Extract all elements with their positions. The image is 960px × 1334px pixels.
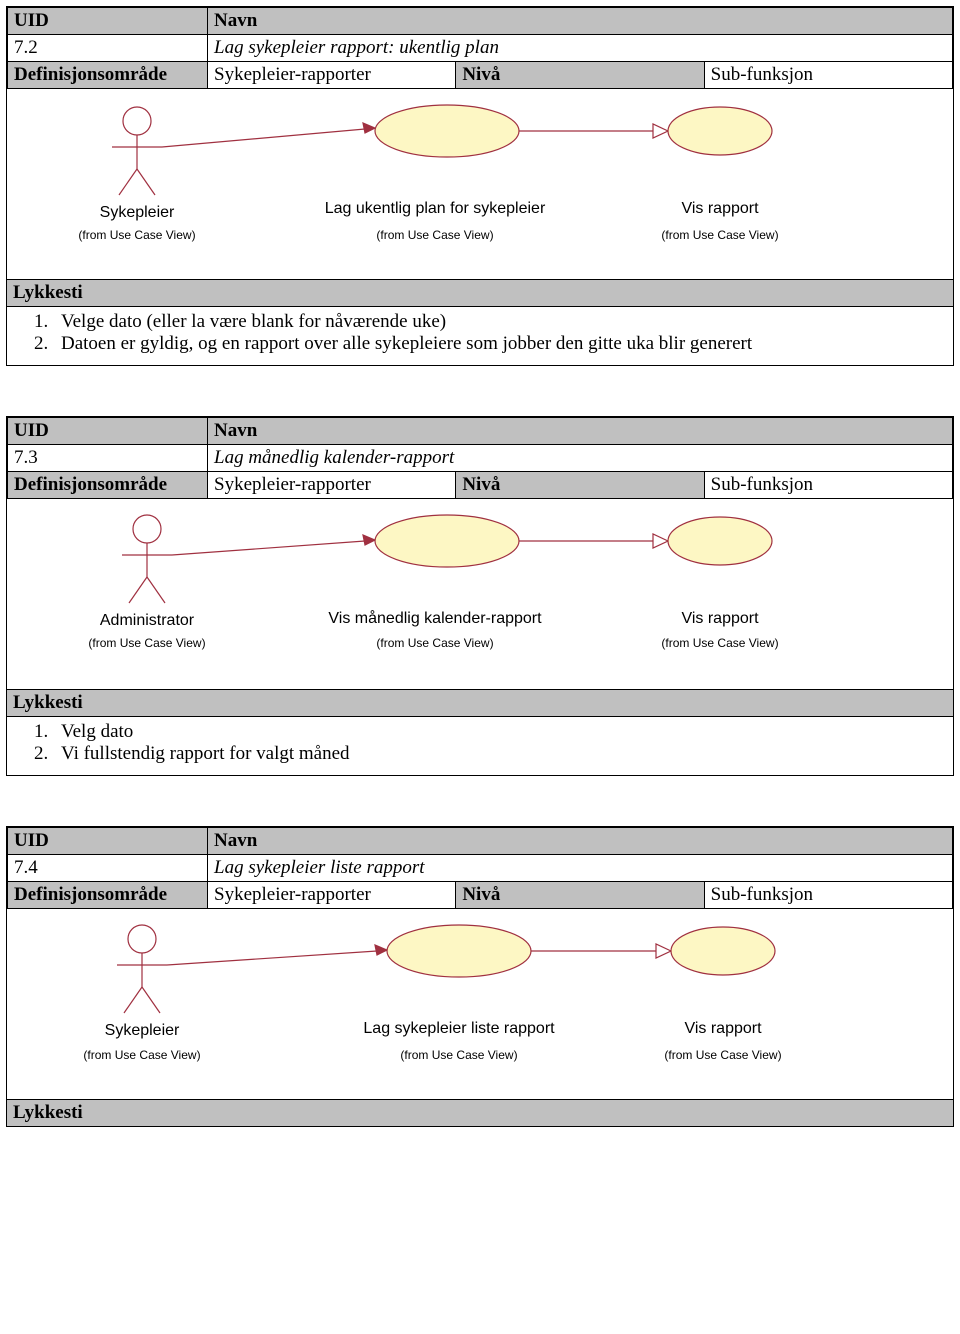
uc1-label: Vis månedlig kalender-rapport — [328, 609, 542, 627]
usecase-ellipse-2 — [671, 927, 775, 975]
uc1-label: Lag ukentlig plan for sykepleier — [325, 200, 546, 217]
navn-label: Navn — [208, 828, 953, 855]
usecase-ellipse-2 — [668, 107, 772, 155]
connector-line — [167, 951, 377, 965]
uc1-from: (from Use Case View) — [376, 636, 493, 650]
usecase-block-7-2: UID Navn 7.2 Lag sykepleier rapport: uke… — [6, 6, 954, 366]
uc1-from: (from Use Case View) — [400, 1048, 517, 1062]
usecase-ellipse-1 — [387, 925, 531, 977]
uid-value: 7.4 — [8, 855, 208, 882]
uid-label: UID — [8, 828, 208, 855]
actor-label: Sykepleier — [100, 204, 175, 221]
uc2-label: Vis rapport — [681, 200, 759, 217]
usecase-ellipse-1 — [375, 515, 519, 567]
lykkesti-step: Velge dato (eller la være blank for nåvæ… — [53, 311, 943, 333]
actor-icon — [112, 107, 162, 195]
diagram-area: Administrator (from Use Case View) Vis m… — [7, 499, 953, 689]
uc2-from: (from Use Case View) — [661, 228, 778, 242]
lykkesti-step: Datoen er gyldig, og en rapport over all… — [53, 333, 943, 355]
navn-label: Navn — [208, 418, 953, 445]
niv-label: Nivå — [456, 472, 704, 499]
lykkesti-header: Lykkesti — [7, 279, 953, 307]
uc2-from: (from Use Case View) — [664, 1048, 781, 1062]
lykkesti-header: Lykkesti — [7, 1099, 953, 1126]
uc1-from: (from Use Case View) — [376, 228, 493, 242]
uc2-label: Vis rapport — [684, 1020, 762, 1037]
title-value: Lag sykepleier liste rapport — [208, 855, 953, 882]
lykkesti-body: Velge dato (eller la være blank for nåvæ… — [7, 307, 953, 365]
uid-label: UID — [8, 8, 208, 35]
actor-from: (from Use Case View) — [78, 228, 195, 242]
usecase-block-7-4: UID Navn 7.4 Lag sykepleier liste rappor… — [6, 826, 954, 1127]
uid-label: UID — [8, 418, 208, 445]
lykkesti-step: Vi fullstendig rapport for valgt måned — [53, 743, 943, 765]
connector-line — [162, 129, 365, 147]
lykkesti-body: Velg dato Vi fullstendig rapport for val… — [7, 717, 953, 775]
usecase-ellipse-1 — [375, 105, 519, 157]
diagram-area: Sykepleier (from Use Case View) Lag syke… — [7, 909, 953, 1099]
arrow-open-icon — [656, 944, 671, 958]
usecase-block-7-3: UID Navn 7.3 Lag månedlig kalender-rappo… — [6, 416, 954, 776]
usecase-diagram: Sykepleier (from Use Case View) Lag syke… — [7, 909, 953, 1099]
arrow-closed-icon — [363, 535, 375, 545]
header-table: UID Navn 7.2 Lag sykepleier rapport: uke… — [7, 7, 953, 89]
actor-label: Sykepleier — [105, 1022, 180, 1039]
def-value: Sykepleier-rapporter — [208, 472, 456, 499]
title-value: Lag månedlig kalender-rapport — [208, 445, 953, 472]
uc2-from: (from Use Case View) — [661, 636, 778, 650]
title-value: Lag sykepleier rapport: ukentlig plan — [208, 35, 953, 62]
def-value: Sykepleier-rapporter — [208, 882, 456, 909]
niv-value: Sub-funksjon — [704, 882, 952, 909]
diagram-area: Sykepleier (from Use Case View) Lag uken… — [7, 89, 953, 279]
def-label: Definisjonsområde — [8, 882, 208, 909]
arrow-closed-icon — [375, 945, 387, 955]
arrow-open-icon — [653, 534, 668, 548]
navn-label: Navn — [208, 8, 953, 35]
niv-value: Sub-funksjon — [704, 472, 952, 499]
header-table: UID Navn 7.4 Lag sykepleier liste rappor… — [7, 827, 953, 909]
connector-line — [172, 541, 365, 555]
actor-icon — [122, 515, 172, 603]
niv-label: Nivå — [456, 882, 704, 909]
lykkesti-header: Lykkesti — [7, 689, 953, 717]
niv-value: Sub-funksjon — [704, 62, 952, 89]
niv-label: Nivå — [456, 62, 704, 89]
def-label: Definisjonsområde — [8, 472, 208, 499]
lykkesti-step: Velg dato — [53, 721, 943, 743]
uid-value: 7.2 — [8, 35, 208, 62]
actor-from: (from Use Case View) — [88, 636, 205, 650]
arrow-closed-icon — [363, 123, 375, 133]
def-label: Definisjonsområde — [8, 62, 208, 89]
actor-icon — [117, 925, 167, 1013]
uc1-label: Lag sykepleier liste rapport — [363, 1020, 555, 1037]
usecase-ellipse-2 — [668, 517, 772, 565]
uc2-label: Vis rapport — [681, 610, 759, 627]
header-table: UID Navn 7.3 Lag månedlig kalender-rappo… — [7, 417, 953, 499]
usecase-diagram: Sykepleier (from Use Case View) Lag uken… — [7, 89, 953, 279]
actor-from: (from Use Case View) — [83, 1048, 200, 1062]
usecase-diagram: Administrator (from Use Case View) Vis m… — [7, 499, 953, 689]
def-value: Sykepleier-rapporter — [208, 62, 456, 89]
uid-value: 7.3 — [8, 445, 208, 472]
actor-label: Administrator — [100, 612, 195, 629]
arrow-open-icon — [653, 124, 668, 138]
